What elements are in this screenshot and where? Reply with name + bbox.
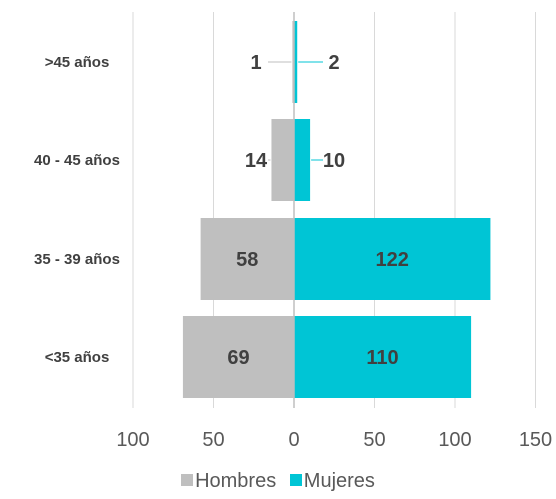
x-tick-label: 100 bbox=[116, 429, 149, 451]
x-tick-label: 0 bbox=[288, 429, 299, 451]
data-label-mujeres: 110 bbox=[366, 347, 398, 369]
x-tick-label: 100 bbox=[438, 429, 471, 451]
legend-label-hombres: Hombres bbox=[195, 470, 276, 492]
category-label: <35 años bbox=[45, 349, 110, 366]
data-label-hombres: 69 bbox=[227, 347, 249, 369]
legend-item-mujeres: Mujeres bbox=[290, 470, 375, 493]
category-label: 40 - 45 años bbox=[34, 152, 120, 169]
bar-mujeres bbox=[294, 119, 310, 201]
legend: Hombres Mujeres bbox=[0, 470, 556, 493]
legend-label-mujeres: Mujeres bbox=[304, 470, 375, 492]
data-label-mujeres: 2 bbox=[328, 52, 339, 74]
data-label-hombres: 1 bbox=[250, 52, 261, 74]
category-labels: >45 años 40 - 45 años 35 - 39 años <35 años bbox=[34, 54, 120, 366]
bar-hombres bbox=[271, 119, 294, 201]
legend-swatch-mujeres bbox=[290, 474, 302, 486]
bars bbox=[183, 21, 491, 398]
category-label: 35 - 39 años bbox=[34, 251, 120, 268]
x-tick-label: 150 bbox=[519, 429, 552, 451]
category-label: >45 años bbox=[45, 54, 110, 71]
x-tick-label: 50 bbox=[363, 429, 385, 451]
legend-swatch-hombres bbox=[181, 474, 193, 486]
data-label-hombres: 58 bbox=[236, 249, 258, 271]
data-label-mujeres: 10 bbox=[323, 150, 345, 172]
x-tick-labels: 100 50 0 50 100 150 bbox=[116, 429, 552, 451]
data-label-hombres: 14 bbox=[245, 150, 268, 172]
data-label-mujeres: 122 bbox=[376, 249, 409, 271]
x-tick-label: 50 bbox=[202, 429, 224, 451]
legend-item-hombres: Hombres bbox=[181, 470, 276, 493]
